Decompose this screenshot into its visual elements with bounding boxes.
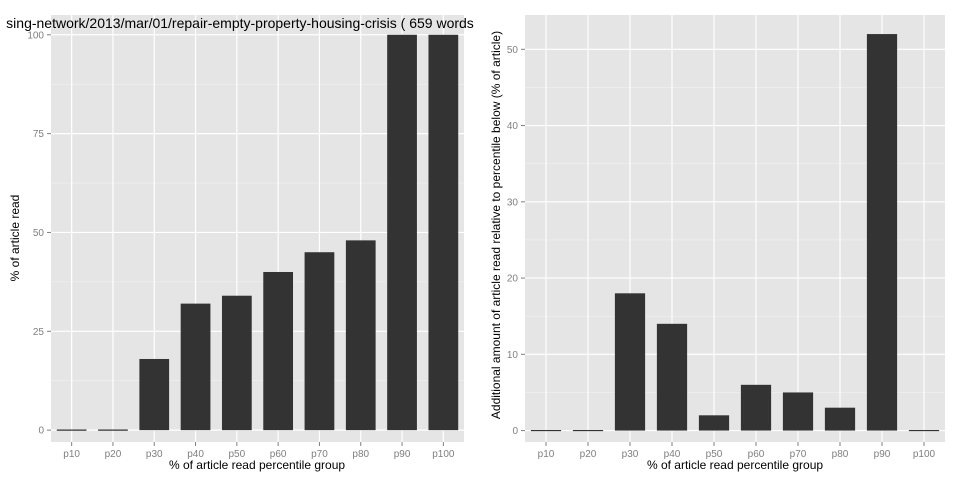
- x-tick-label: p30: [146, 449, 163, 460]
- y-axis-title: % of article read: [8, 195, 22, 282]
- left-chart: 0 25 50 75 100 p10 p20 p30 p40 p50 p60 p70 p80 p90 p10…: [6, 15, 474, 472]
- bar: [866, 34, 898, 431]
- bar: [740, 384, 772, 431]
- x-axis-title: % of article read percentile group: [169, 458, 345, 472]
- right-chart: 0 10 20 30 40 50 p10 p20 p30 p40 p50 p60 p70 p80 p90 p1…: [489, 15, 945, 472]
- bar: [345, 240, 376, 431]
- x-tick-label: p60: [270, 449, 287, 460]
- y-tick-label: 10: [507, 350, 519, 361]
- y-tick-label: 75: [33, 129, 45, 140]
- x-tick-label: p50: [706, 449, 723, 460]
- bar: [698, 415, 730, 431]
- chart-title: sing-network/2013/mar/01/repair-empty-pr…: [6, 15, 474, 31]
- bar: [824, 407, 856, 431]
- x-tick-label: p60: [748, 449, 765, 460]
- x-tick-label: p20: [580, 449, 597, 460]
- x-tick-label: p10: [63, 449, 80, 460]
- y-tick-label: 100: [27, 30, 44, 41]
- y-tick-label: 0: [512, 426, 518, 437]
- x-tick-label: p90: [394, 449, 411, 460]
- bar: [139, 358, 170, 431]
- bar: [180, 303, 211, 431]
- x-tick-label: p70: [790, 449, 807, 460]
- bar: [782, 392, 814, 431]
- x-tick-label: p90: [874, 449, 891, 460]
- x-tick-label: p10: [538, 449, 555, 460]
- y-tick-label: 40: [507, 121, 519, 132]
- x-tick-label: p80: [832, 449, 849, 460]
- x-tick-label: p80: [352, 449, 369, 460]
- bar: [387, 34, 417, 431]
- x-axis-title: % of article read percentile group: [647, 458, 823, 472]
- x-tick-label: p100: [913, 449, 936, 460]
- y-axis-title: Additional amount of article read relati…: [489, 31, 503, 419]
- bar: [614, 293, 646, 431]
- y-tick-label: 30: [507, 197, 519, 208]
- bar: [656, 323, 688, 431]
- y-tick-label: 0: [38, 426, 44, 437]
- y-tick-label: 20: [507, 274, 519, 285]
- x-tick-label: p40: [664, 449, 681, 460]
- x-tick-label: p20: [105, 449, 122, 460]
- x-tick-label: p30: [622, 449, 639, 460]
- y-tick-label: 50: [33, 228, 45, 239]
- bar: [221, 295, 252, 431]
- x-tick-label: p100: [432, 449, 455, 460]
- y-tick-label: 25: [33, 327, 45, 338]
- x-tick-label: p50: [229, 449, 246, 460]
- x-tick-label: p70: [311, 449, 328, 460]
- bar: [304, 252, 335, 431]
- bar: [428, 34, 459, 431]
- bar: [263, 271, 294, 431]
- y-tick-label: 50: [507, 45, 519, 56]
- x-tick-label: p40: [187, 449, 204, 460]
